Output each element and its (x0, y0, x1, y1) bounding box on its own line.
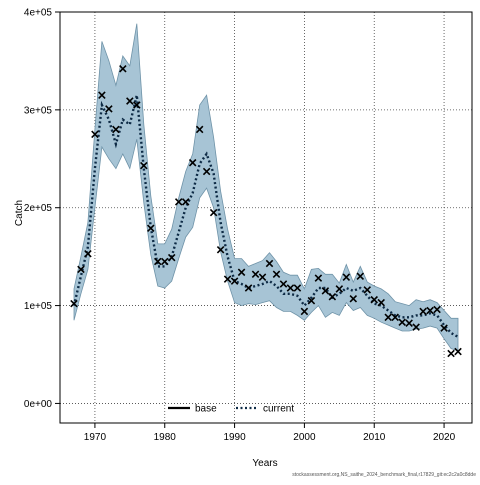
data-point-1975 (126, 97, 134, 105)
data-point-2020 (440, 324, 448, 332)
data-point-2002 (314, 274, 323, 282)
data-point-1992 (244, 284, 253, 292)
data-point-2014 (398, 318, 406, 326)
legend-label-current: current (263, 404, 294, 415)
plot-frame (59, 11, 473, 424)
data-point-1984 (188, 158, 197, 167)
data-point-2001 (307, 296, 316, 305)
data-point-2010 (370, 295, 379, 304)
data-point-1970 (91, 130, 99, 139)
data-point-1979 (153, 257, 162, 266)
data-point-1999 (293, 284, 302, 292)
observed-points (70, 64, 462, 358)
data-point-2015 (405, 319, 413, 327)
grid (60, 11, 472, 423)
x-axis-label: Years (252, 458, 277, 469)
data-point-1993 (251, 270, 260, 279)
y-tick-label-2: 2e+05 (24, 203, 53, 214)
y-tick-label-4: 4e+05 (24, 8, 53, 19)
data-point-1991 (237, 268, 246, 277)
data-point-1972 (105, 105, 113, 113)
data-point-2008 (356, 272, 365, 280)
data-point-1983 (181, 198, 190, 206)
x-tick-label-1980: 1980 (154, 432, 177, 443)
data-point-1968 (77, 265, 85, 274)
data-point-2016 (412, 323, 420, 331)
data-point-2017 (419, 307, 427, 316)
x-tick-label-2020: 2020 (433, 432, 456, 443)
data-point-1995 (265, 259, 274, 268)
data-point-2022 (454, 347, 462, 356)
data-point-1973 (112, 125, 120, 134)
data-point-2012 (384, 313, 392, 322)
y-tick-label-0: 0e+00 (24, 399, 53, 410)
data-point-1997 (279, 280, 288, 288)
data-point-1978 (147, 224, 155, 233)
series-line-current (72, 94, 459, 338)
data-point-2007 (349, 294, 358, 303)
data-point-2009 (363, 286, 372, 294)
data-point-1985 (195, 125, 204, 134)
data-point-2013 (391, 313, 399, 322)
data-point-2018 (426, 306, 434, 315)
data-point-1996 (272, 270, 281, 279)
data-point-2021 (447, 349, 455, 358)
data-point-1969 (84, 249, 92, 258)
data-point-1990 (230, 277, 239, 285)
x-tick-label-1990: 1990 (223, 432, 246, 443)
data-point-1974 (119, 64, 127, 73)
data-point-1986 (202, 167, 211, 176)
data-point-1976 (133, 101, 141, 109)
data-point-1987 (209, 208, 218, 217)
data-point-2004 (328, 292, 337, 301)
y-axis-label: Catch (14, 200, 25, 226)
data-point-1982 (174, 198, 183, 206)
data-point-1980 (160, 257, 169, 266)
data-point-1994 (258, 273, 267, 281)
x-tick-label-2000: 2000 (293, 432, 316, 443)
y-tick-label-1: 1e+05 (24, 301, 53, 312)
data-point-2003 (321, 287, 330, 295)
x-tick-label-1970: 1970 (84, 432, 107, 443)
series-lines (72, 94, 459, 338)
data-point-1989 (223, 275, 232, 283)
data-point-1998 (286, 284, 295, 292)
data-point-1971 (98, 91, 106, 99)
data-point-2019 (433, 305, 441, 314)
data-point-2005 (335, 285, 344, 293)
data-point-2006 (342, 273, 351, 281)
legend: base current (168, 404, 294, 415)
data-point-1977 (140, 161, 148, 170)
data-point-1988 (216, 246, 225, 254)
footer-source-text: stockassessment.org,NS_saithe_2024_bench… (292, 472, 476, 478)
x-tick-label-2010: 2010 (363, 432, 386, 443)
y-tick-label-3: 3e+05 (24, 105, 53, 116)
data-point-2011 (377, 298, 385, 307)
legend-label-base: base (195, 404, 217, 415)
data-point-1967 (70, 299, 78, 308)
data-point-1981 (167, 253, 176, 262)
axes: 1970 1980 1990 2000 2010 2020 0e+00 1e+05 2e+05 3… (24, 8, 473, 443)
data-point-2000 (300, 307, 309, 316)
